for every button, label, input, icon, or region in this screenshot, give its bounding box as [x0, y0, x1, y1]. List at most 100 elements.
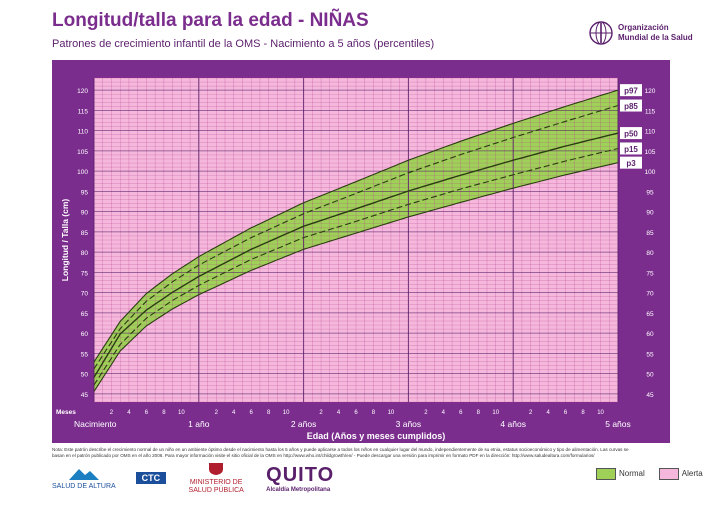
month-tick-label: 10 [492, 410, 499, 416]
y-tick-label: 115 [645, 108, 656, 115]
y-tick-label: 90 [81, 210, 89, 217]
who-logo: Organización Mundial de la Salud [588, 20, 698, 46]
y-tick-label: 110 [645, 129, 656, 136]
y-tick-label: 110 [78, 129, 89, 136]
y-tick-label: 60 [646, 331, 654, 338]
y-tick-label: 45 [646, 392, 654, 399]
y-tick-label: 100 [645, 169, 656, 176]
percentile-label-p50: p50 [624, 130, 638, 139]
y-tick-label: 115 [78, 108, 89, 115]
month-tick-label: 8 [477, 410, 481, 416]
month-tick-label: 4 [127, 410, 131, 416]
ctc-label: CTC [135, 472, 167, 484]
month-tick-label: 6 [354, 410, 358, 416]
percentile-label-p85: p85 [624, 102, 638, 111]
y-tick-label: 100 [77, 169, 88, 176]
y-tick-label: 80 [646, 250, 654, 257]
chart-frame: p97 p85 p50 p15 p3 45 45 50 50 55 55 60 60 65 65 70 70 75… [52, 60, 670, 443]
month-tick-label: 2 [215, 410, 219, 416]
legend-normal-swatch [596, 468, 616, 480]
salud-altura-label: SALUD DE ALTURA [52, 482, 116, 490]
percentile-label-p3: p3 [626, 159, 636, 168]
y-tick-label: 120 [77, 88, 88, 95]
month-tick-label: 2 [424, 410, 428, 416]
percentile-label-bg-p3 [620, 156, 642, 169]
month-tick-label: 2 [319, 410, 323, 416]
percentile-curve-p50 [93, 132, 619, 378]
shield-icon [209, 462, 224, 475]
y-tick-label: 50 [81, 372, 89, 379]
percentile-curve-p3 [93, 162, 619, 392]
year-label: 1 año [188, 419, 210, 429]
percentile-label-bg-p50 [620, 127, 642, 140]
y-tick-label: 50 [646, 372, 654, 379]
month-tick-label: 2 [110, 410, 114, 416]
y-tick-label: 95 [646, 189, 654, 196]
y-tick-label: 85 [646, 230, 654, 237]
y-tick-label: 60 [81, 331, 89, 338]
y-tick-label: 75 [81, 270, 89, 277]
ctc-logo: CTC [135, 472, 167, 484]
month-tick-label: 6 [564, 410, 568, 416]
growth-chart: p97 p85 p50 p15 p3 45 45 50 50 55 55 60 60 65 65 70 70 75… [56, 77, 656, 441]
y-axis-title: Longitud / Talla (cm) [60, 199, 70, 282]
months-label: Meses [56, 409, 76, 416]
legend-alert-swatch [658, 468, 679, 480]
y-tick-label: 70 [646, 291, 654, 298]
legend-alert: Alerta [658, 468, 703, 480]
month-tick-label: 8 [267, 410, 271, 416]
quito-logo: QUITO Alcaldía Metropolitana [266, 464, 334, 493]
year-label: 4 años [500, 419, 526, 429]
globe-icon [589, 21, 613, 45]
y-tick-label: 75 [646, 270, 654, 277]
y-tick-label: 65 [646, 311, 654, 318]
ministerio-logo: MINISTERIO DE SALUD PÚBLICA [186, 462, 246, 495]
y-tick-label: 95 [81, 189, 89, 196]
legend-normal: Normal [596, 468, 645, 480]
legend-normal-label: Normal [619, 469, 645, 479]
y-tick-label: 55 [81, 351, 89, 358]
year-label: 2 años [291, 419, 317, 429]
y-tick-label: 105 [77, 149, 88, 156]
month-tick-label: 8 [372, 410, 376, 416]
month-tick-label: 10 [283, 410, 290, 416]
y-tick-label: 120 [645, 88, 656, 95]
chart-subtitle: Patrones de crecimiento infantil de la O… [52, 38, 435, 50]
org-name-line2: Mundial de la Salud [618, 33, 693, 42]
percentile-label-p15: p15 [624, 145, 638, 154]
y-tick-label: 70 [81, 291, 89, 298]
y-tick-label: 65 [81, 311, 89, 318]
percentile-curve-p15 [93, 147, 619, 386]
percentile-label-bg-p85 [620, 99, 642, 112]
month-tick-label: 4 [337, 410, 341, 416]
chart-title: Longitud/talla para la edad - NIÑAS [52, 10, 369, 31]
ministerio-label: MINISTERIO DE SALUD PÚBLICA [188, 478, 244, 494]
year-label: Nacimiento [74, 419, 117, 429]
month-tick-label: 6 [145, 410, 149, 416]
quito-label: QUITO [266, 463, 335, 486]
org-name-line1: Organización [618, 23, 669, 32]
month-tick-label: 6 [250, 410, 254, 416]
month-tick-label: 10 [597, 410, 604, 416]
x-axis-title: Edad (Años y meses cumplidos) [307, 431, 446, 441]
y-tick-label: 105 [645, 149, 656, 156]
footnote: Nota: Este patrón describe el crecimient… [52, 447, 629, 459]
y-tick-label: 45 [81, 392, 89, 399]
legend-alert-label: Alerta [681, 469, 703, 479]
month-tick-label: 10 [178, 410, 185, 416]
year-label: 3 años [396, 419, 422, 429]
month-tick-label: 8 [581, 410, 585, 416]
legend: Normal Alerta [596, 468, 703, 480]
percentile-curve-p85 [93, 104, 619, 370]
month-tick-label: 4 [232, 410, 236, 416]
sponsor-logos: SALUD DE ALTURA CTC MINISTERIO DE SALUD … [52, 460, 334, 496]
month-tick-label: 8 [162, 410, 166, 416]
y-tick-label: 80 [81, 250, 89, 257]
percentile-label-bg-p15 [620, 142, 642, 155]
y-tick-label: 90 [646, 210, 654, 217]
quito-sub-label: Alcaldía Metropolitana [266, 486, 331, 493]
month-tick-label: 6 [459, 410, 463, 416]
y-tick-label: 55 [646, 351, 654, 358]
year-label: 5 años [605, 419, 631, 429]
percentile-label-bg-p97 [620, 84, 642, 97]
